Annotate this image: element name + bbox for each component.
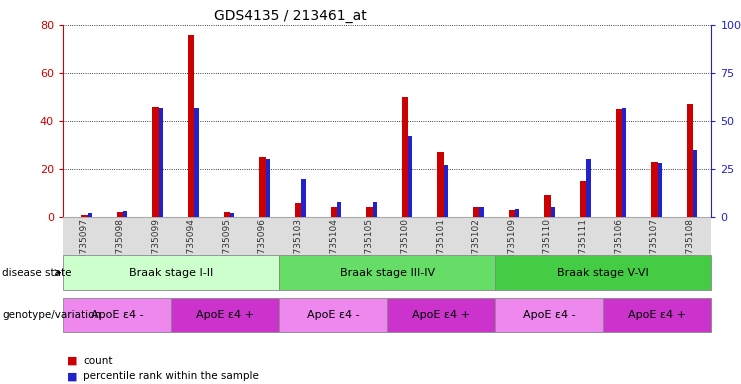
Text: count: count [83, 356, 113, 366]
Bar [551, 207, 555, 217]
Text: ■: ■ [67, 371, 77, 381]
Text: percentile rank within the sample: percentile rank within the sample [83, 371, 259, 381]
Text: Braak stage V-VI: Braak stage V-VI [557, 268, 649, 278]
Text: Braak stage I-II: Braak stage I-II [129, 268, 213, 278]
Bar [508, 210, 515, 217]
Title: GDS4135 / 213461_at: GDS4135 / 213461_at [213, 8, 366, 23]
Bar [159, 108, 163, 217]
Text: ■: ■ [67, 356, 77, 366]
Text: disease state: disease state [2, 268, 72, 278]
Bar [622, 108, 626, 217]
Bar [87, 213, 92, 217]
Bar [230, 213, 234, 217]
Bar [366, 207, 373, 217]
Bar [302, 179, 305, 217]
Bar [545, 195, 551, 217]
Bar [515, 209, 519, 217]
Bar [153, 107, 159, 217]
Bar [330, 207, 337, 217]
Bar [266, 159, 270, 217]
Text: ApoE ε4 +: ApoE ε4 + [412, 310, 471, 320]
Bar [295, 203, 302, 217]
Bar [408, 136, 413, 217]
Bar [373, 202, 377, 217]
Text: Braak stage III-IV: Braak stage III-IV [339, 268, 435, 278]
Bar [693, 150, 697, 217]
Bar [473, 207, 479, 217]
Bar [586, 159, 591, 217]
Text: ApoE ε4 +: ApoE ε4 + [196, 310, 254, 320]
Bar [651, 162, 657, 217]
Bar [337, 202, 341, 217]
Bar [616, 109, 622, 217]
Bar [657, 163, 662, 217]
Bar [580, 181, 586, 217]
Text: ApoE ε4 -: ApoE ε4 - [90, 310, 143, 320]
Bar [194, 108, 199, 217]
Text: ApoE ε4 +: ApoE ε4 + [628, 310, 686, 320]
Text: genotype/variation: genotype/variation [2, 310, 102, 320]
Text: ApoE ε4 -: ApoE ε4 - [307, 310, 359, 320]
Bar [437, 152, 444, 217]
Bar [444, 165, 448, 217]
Bar [479, 207, 484, 217]
Bar [117, 212, 123, 217]
Bar [224, 212, 230, 217]
Bar [123, 211, 127, 217]
Bar [402, 97, 408, 217]
Bar [188, 35, 194, 217]
Bar [687, 104, 693, 217]
Bar [259, 157, 266, 217]
Text: ApoE ε4 -: ApoE ε4 - [523, 310, 576, 320]
Bar [82, 215, 87, 217]
